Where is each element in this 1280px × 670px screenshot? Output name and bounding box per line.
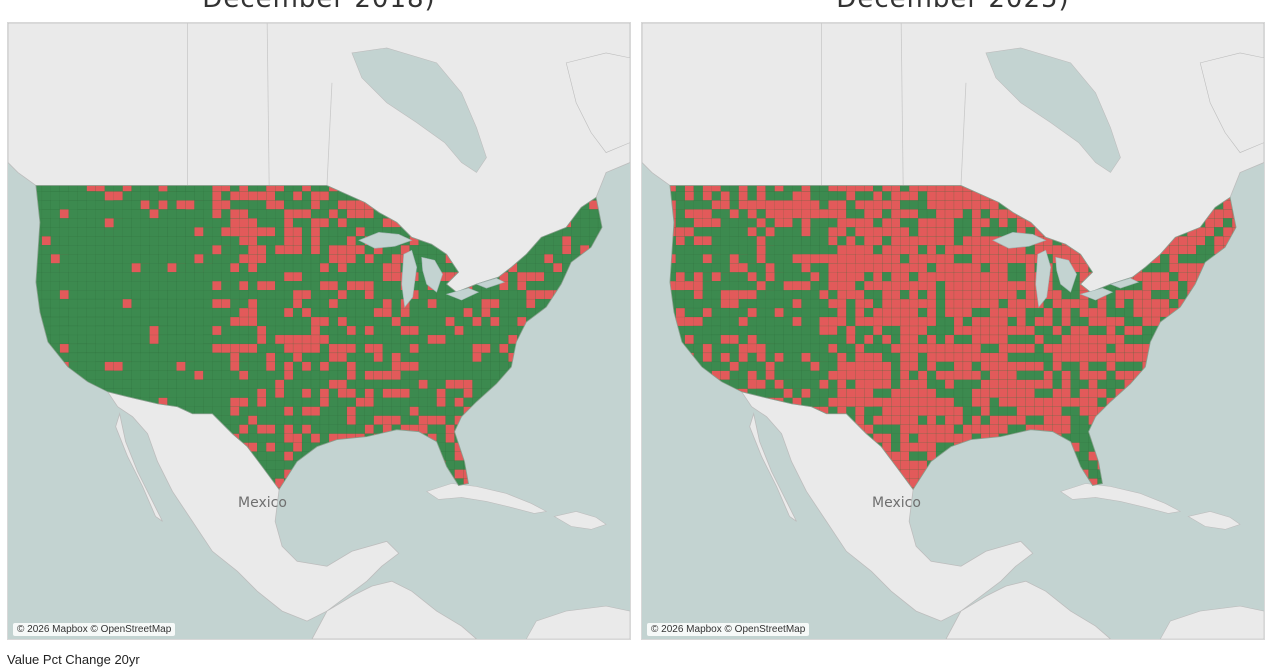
northeast-island [1199,52,1264,153]
great-lake [1079,287,1114,301]
map-attribution[interactable]: © 2026 Mapbox © OpenStreetMap [13,623,176,636]
south-america-land [525,605,630,639]
legend-title: Value Pct Change 20yr [7,652,140,667]
us-outline [669,185,1237,491]
great-lake [1055,256,1077,293]
right-map-title: December 2025) [641,0,1265,14]
us-outline [35,185,603,491]
central-america-land [945,580,1112,639]
map-attribution[interactable]: © 2026 Mapbox © OpenStreetMap [647,623,810,636]
right-map-canvas[interactable] [642,23,1264,639]
central-america-land [311,580,478,639]
hudson-bay [985,47,1121,173]
cuba-land [1059,483,1182,514]
left-map-title: December 2018) [7,0,631,14]
great-lake [992,232,1047,249]
cuba-land [425,483,548,514]
northeast-island [565,52,630,153]
great-lake [401,249,417,308]
south-america-land [1159,605,1264,639]
left-map-canvas[interactable] [8,23,630,639]
great-lake [445,287,480,301]
great-lake [358,232,413,249]
hispaniola-land [1187,511,1241,530]
mexico-label: Mexico [872,495,921,511]
left-map[interactable]: Mexico © 2026 Mapbox © OpenStreetMap [7,22,631,640]
hudson-bay [351,47,487,173]
great-lake [1109,277,1140,289]
great-lake [475,277,506,289]
hispaniola-land [553,511,607,530]
great-lake [1035,249,1051,308]
mexico-label: Mexico [238,495,287,511]
great-lake [421,256,443,293]
right-map[interactable]: Mexico © 2026 Mapbox © OpenStreetMap [641,22,1265,640]
